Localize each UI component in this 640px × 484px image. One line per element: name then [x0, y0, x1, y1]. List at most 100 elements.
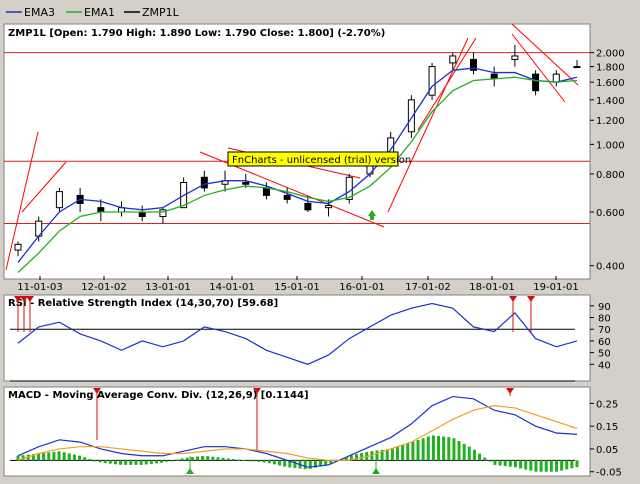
- candle: [469, 52, 477, 75]
- candle-body: [200, 176, 208, 189]
- macd-histogram-bar: [498, 460, 502, 466]
- macd-buy-marker: [372, 456, 380, 474]
- rsi-panel-title: RSI - Relative Strength Index (14,30,70)…: [8, 298, 278, 309]
- macd-histogram-bar: [144, 460, 148, 465]
- candle: [304, 195, 312, 213]
- rsi-y-tick-label: 50: [598, 349, 611, 360]
- series-ema1-line: [17, 76, 578, 273]
- macd-histogram-bar: [319, 460, 323, 467]
- macd-histogram-bar: [78, 455, 82, 461]
- macd-histogram-bar: [262, 460, 266, 463]
- x-tick-label: 19-01-01: [533, 282, 578, 293]
- macd-histogram-bar: [170, 460, 174, 462]
- macd-histogram-bar: [396, 446, 400, 461]
- macd-histogram-bar: [293, 460, 297, 469]
- sell-marker-icon: [20, 296, 28, 302]
- candle-body: [469, 58, 477, 71]
- x-axis: 11-01-03 12-01-02 13-01-01 14-01-01 15-01-01…: [17, 276, 579, 293]
- sell-marker-icon: [527, 296, 535, 302]
- rsi-sell-marker: [14, 296, 22, 332]
- macd-histogram-bar: [72, 454, 76, 461]
- macd-histogram-bar: [195, 456, 199, 461]
- candle: [449, 52, 457, 71]
- sell-marker-icon: [93, 388, 101, 394]
- candle: [511, 44, 519, 67]
- price-y-tick-label: 1.600: [596, 78, 625, 89]
- macd-histogram-bar: [242, 460, 246, 462]
- macd-histogram-bar: [437, 435, 441, 461]
- macd-histogram-bar: [52, 451, 56, 461]
- legend: EMA3 EMA1 ZMP1L: [6, 6, 180, 19]
- macd-histogram-bar: [129, 460, 133, 465]
- macd-histogram-bar: [283, 460, 287, 467]
- x-tick-label: 13-01-01: [145, 282, 190, 293]
- price-y-tick-label: 1.400: [596, 96, 625, 107]
- macd-histogram-bar: [519, 460, 523, 469]
- macd-histogram-bar: [119, 460, 123, 465]
- x-tick-label: 14-01-01: [209, 282, 254, 293]
- rsi-sell-marker: [20, 296, 28, 332]
- sell-marker-icon: [14, 296, 22, 302]
- macd-histogram-bar: [21, 455, 25, 461]
- macd-sell-marker: [93, 388, 101, 440]
- macd-histogram-bar: [344, 457, 348, 461]
- macd-histogram-bar: [62, 452, 66, 461]
- candle: [573, 60, 581, 69]
- rsi-sell-marker: [509, 296, 517, 332]
- price-y-tick-label: 2.000: [596, 49, 625, 60]
- macd-histogram-bar: [493, 460, 497, 465]
- macd-histogram-bar: [349, 455, 353, 461]
- price-y-tick-label: 1.000: [596, 140, 625, 151]
- price-panel-title: ZMP1L [Open: 1.790 High: 1.890 Low: 1.79…: [8, 28, 385, 39]
- candle: [428, 62, 436, 100]
- macd-histogram-bar: [42, 452, 46, 461]
- macd-histogram-bar: [257, 460, 261, 462]
- trend-line: [417, 37, 477, 131]
- candle-body: [573, 66, 581, 69]
- macd-histogram-bar: [160, 460, 164, 463]
- macd-histogram-bar: [375, 450, 379, 461]
- macd-histogram-bar: [544, 460, 548, 472]
- macd-histogram-bar: [134, 460, 138, 465]
- rsi-y-tick-label: 80: [598, 314, 611, 325]
- macd-histogram-bar: [539, 460, 543, 472]
- macd-histogram-bar: [462, 443, 466, 461]
- rsi-sell-marker: [26, 296, 34, 332]
- legend-ema1-label: EMA1: [84, 6, 115, 19]
- candle-body: [532, 73, 540, 92]
- macd-histogram-bar: [206, 456, 210, 461]
- sell-marker-icon: [26, 296, 34, 302]
- candle: [159, 207, 167, 224]
- candle-body: [511, 55, 519, 60]
- candle-body: [552, 73, 560, 83]
- trend-line: [511, 33, 566, 103]
- rsi-sell-marker: [527, 296, 535, 332]
- macd-histogram-bar: [529, 460, 533, 471]
- macd-histogram-bar: [360, 453, 364, 461]
- macd-histogram-bar: [216, 457, 220, 461]
- macd-histogram-bar: [221, 457, 225, 461]
- macd-histogram-bar: [272, 460, 276, 465]
- legend-ema3-label: EMA3: [24, 6, 55, 19]
- macd-histogram-bar: [452, 438, 456, 461]
- macd-histogram-bar: [37, 453, 41, 461]
- rsi-y-tick-label: 70: [598, 325, 611, 336]
- x-tick-label: 12-01-02: [81, 282, 126, 293]
- macd-histogram-bar: [83, 457, 87, 461]
- macd-histogram-bar: [185, 457, 189, 461]
- sell-marker-icon: [253, 388, 261, 394]
- candle: [200, 170, 208, 192]
- macd-histogram-bar: [149, 460, 153, 464]
- macd-histogram-bar: [47, 452, 51, 461]
- macd-histogram-bar: [478, 453, 482, 461]
- buy-arrow-icon: [368, 210, 376, 220]
- candle-body: [283, 194, 291, 200]
- macd-histogram-bar: [488, 460, 492, 462]
- macd-layer: 0.25 0.15 0.05 -0.05: [10, 388, 622, 479]
- x-tick-label: 16-01-01: [339, 282, 384, 293]
- macd-histogram-bar: [390, 448, 394, 461]
- price-y-tick-label: 1.200: [596, 116, 625, 127]
- macd-histogram-bar: [313, 460, 317, 468]
- macd-histogram-bar: [288, 460, 292, 468]
- macd-histogram-bar: [190, 457, 194, 461]
